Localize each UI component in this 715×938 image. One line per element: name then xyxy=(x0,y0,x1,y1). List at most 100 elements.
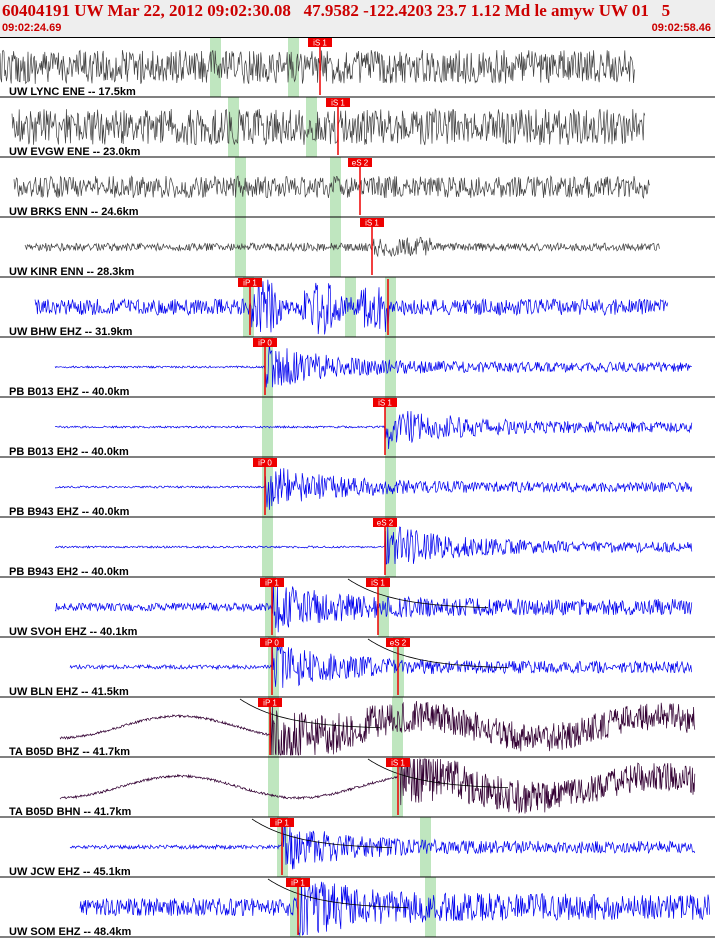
pick-flag xyxy=(326,98,350,107)
pick-label: iP 1 xyxy=(243,279,257,288)
trace-row: iP 0 PB B943 EHZ -- 40.0km xyxy=(0,458,715,518)
pick-label: iP 1 xyxy=(265,579,279,588)
trace-row: iS 1 TA B05D BHN -- 41.7km xyxy=(0,757,715,818)
time-start: 09:02:24.69 xyxy=(2,22,62,34)
pick-flag xyxy=(258,698,282,707)
trace-row: iS 1 PB B013 EH2 -- 40.0km xyxy=(0,398,715,458)
station-label: PB B943 EH2 -- 40.0km xyxy=(9,566,129,578)
pick-label: iS 1 xyxy=(378,399,392,408)
waveform xyxy=(54,583,693,633)
station-label: UW BHW EHZ -- 31.9km xyxy=(9,326,133,338)
pick-flag xyxy=(308,38,332,47)
waveform xyxy=(34,279,669,335)
pick-label: iP 0 xyxy=(265,639,279,648)
analysis-window xyxy=(262,457,273,517)
seismogram-panel: iS 1 UW LYNC ENE -- 17.5km iS 1 UW EVGW ENE… xyxy=(0,37,715,938)
analysis-window xyxy=(262,337,273,397)
waveform xyxy=(69,825,696,870)
pick-flag xyxy=(373,398,397,407)
pick-label: iS 1 xyxy=(365,219,379,228)
station-label: UW EVGW ENE -- 23.0km xyxy=(9,146,141,158)
waveform xyxy=(54,525,693,565)
waveform xyxy=(11,107,646,146)
analysis-window xyxy=(385,337,396,397)
waveform xyxy=(59,757,696,815)
station-label: PB B943 EHZ -- 40.0km xyxy=(9,506,130,518)
pick-flag xyxy=(360,218,384,227)
pick-flag xyxy=(270,818,294,827)
pick-flag xyxy=(386,758,410,767)
trace-row: iP 1 TA B05D BHZ -- 41.7km xyxy=(0,698,715,758)
station-label: UW KINR ENN -- 28.3km xyxy=(9,266,135,278)
analysis-window xyxy=(243,277,254,337)
pick-label: eS 2 xyxy=(352,159,369,168)
pick-flag xyxy=(386,638,410,647)
pick-label: eS 2 xyxy=(390,639,407,648)
station-label: UW SOM EHZ -- 48.4km xyxy=(9,926,131,938)
time-end: 09:02:58.46 xyxy=(651,22,711,34)
pick-flag xyxy=(260,638,284,647)
trace-row: eS 2 PB B943 EH2 -- 40.0km xyxy=(0,518,715,578)
waveform xyxy=(69,642,692,688)
station-label: UW JCW EHZ -- 45.1km xyxy=(9,866,131,878)
station-label: UW LYNC ENE -- 17.5km xyxy=(9,86,136,98)
pick-label: eS 2 xyxy=(377,519,394,528)
pick-flag xyxy=(348,158,372,167)
analysis-window xyxy=(228,97,239,157)
event-title: 60404191 UW Mar 22, 2012 09:02:30.08 47.… xyxy=(2,1,671,20)
pick-label: iS 1 xyxy=(371,579,385,588)
station-label: UW BLN EHZ -- 41.5km xyxy=(9,686,129,698)
analysis-window xyxy=(262,397,273,457)
waveform xyxy=(55,468,693,510)
station-label: TA B05D BHZ -- 41.7km xyxy=(9,746,130,758)
pick-flag xyxy=(238,278,262,287)
analysis-window xyxy=(210,37,221,97)
trace-row: eS 2 UW BRKS ENN -- 24.6km xyxy=(0,158,715,218)
analysis-window xyxy=(420,817,431,877)
station-label: TA B05D BHN -- 41.7km xyxy=(9,806,131,818)
pick-flag xyxy=(286,878,310,887)
waveform xyxy=(0,49,635,85)
trace-row: iP 1 UW BHW EHZ -- 31.9km xyxy=(0,278,715,338)
pick-label: iP 1 xyxy=(291,879,305,888)
station-label: UW SVOH EHZ -- 40.1km xyxy=(9,626,138,638)
pick-label: iP 1 xyxy=(263,699,277,708)
coda-curve xyxy=(267,878,409,909)
pick-flag xyxy=(366,578,390,587)
pick-label: iP 1 xyxy=(275,819,289,828)
pick-flag xyxy=(253,338,277,347)
trace-row: iP 0 PB B013 EHZ -- 40.0km xyxy=(0,338,715,398)
trace-row: iP 0 eS 2 UW BLN EHZ -- 41.5km xyxy=(0,638,715,698)
analysis-window xyxy=(385,397,396,457)
analysis-window xyxy=(306,97,317,157)
pick-flag xyxy=(253,458,277,467)
pick-label: iS 1 xyxy=(391,759,405,768)
coda-curve xyxy=(347,578,489,609)
coda-curve xyxy=(239,698,381,729)
station-label: PB B013 EH2 -- 40.0km xyxy=(9,446,129,458)
analysis-window xyxy=(385,517,396,577)
pick-label: iP 0 xyxy=(258,339,272,348)
pick-label: iP 0 xyxy=(258,459,272,468)
analysis-window xyxy=(288,37,299,97)
coda-curve xyxy=(367,638,509,669)
trace-row: iP 1 UW SOM EHZ -- 48.4km xyxy=(0,878,715,938)
station-label: UW BRKS ENN -- 24.6km xyxy=(9,206,139,218)
coda-curve xyxy=(251,818,393,849)
event-header: 60404191 UW Mar 22, 2012 09:02:30.08 47.… xyxy=(0,0,715,37)
pick-flag xyxy=(260,578,284,587)
trace-row: iP 1 iS 1 UW SVOH EHZ -- 40.1km xyxy=(0,578,715,638)
waveform xyxy=(13,175,651,200)
waveform xyxy=(54,343,692,388)
waveform xyxy=(24,236,660,258)
waveform xyxy=(79,878,710,937)
coda-curve xyxy=(367,758,509,789)
analysis-window xyxy=(425,877,436,937)
pick-label: iS 1 xyxy=(313,39,327,48)
analysis-window xyxy=(268,757,279,817)
station-label: PB B013 EHZ -- 40.0km xyxy=(9,386,130,398)
analysis-window xyxy=(235,157,246,217)
trace-row: iP 1 UW JCW EHZ -- 45.1km xyxy=(0,818,715,878)
analysis-window xyxy=(235,217,246,277)
waveform xyxy=(59,700,696,756)
